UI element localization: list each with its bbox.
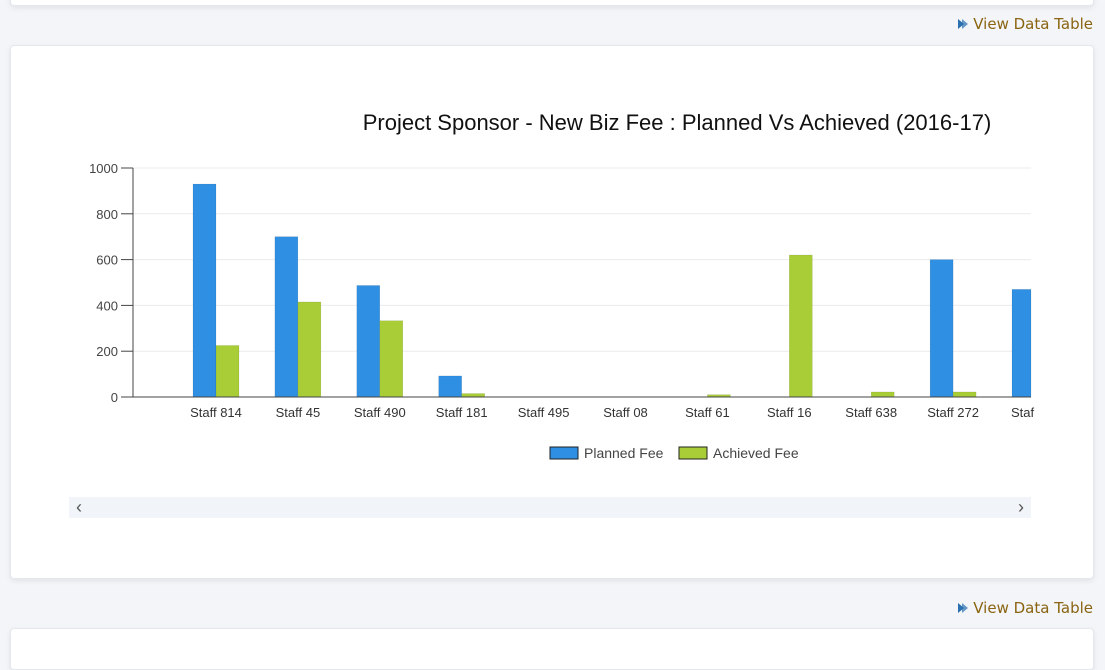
bar-planned[interactable] bbox=[438, 375, 462, 398]
y-axis: 0 200 400 600 800 1000 bbox=[89, 161, 134, 405]
y-tick-label: 200 bbox=[96, 344, 118, 359]
x-tick-label: Staff 490 bbox=[354, 405, 406, 420]
bar-achieved[interactable] bbox=[297, 301, 322, 398]
x-tick-label: Staff 181 bbox=[436, 405, 488, 420]
chevron-left-icon[interactable]: ‹ bbox=[76, 497, 82, 517]
next-card bbox=[10, 628, 1094, 670]
bar-planned[interactable] bbox=[1011, 289, 1032, 398]
play-arrow-icon bbox=[958, 603, 969, 613]
y-tick-label: 800 bbox=[96, 207, 118, 222]
x-tick-label: Staf bbox=[1011, 405, 1035, 420]
grid-lines bbox=[133, 167, 1031, 352]
x-tick-label: Staff 16 bbox=[767, 405, 812, 420]
view-data-table-link[interactable]: View Data Table bbox=[957, 14, 1093, 34]
chart-card bbox=[10, 45, 1094, 579]
bar-achieved[interactable] bbox=[789, 254, 813, 398]
view-data-table-label: View Data Table bbox=[973, 15, 1093, 33]
bar-planned[interactable] bbox=[356, 285, 381, 398]
legend-item[interactable]: Planned Fee bbox=[549, 445, 664, 461]
bar-planned[interactable] bbox=[192, 183, 217, 398]
chart-scrollbar[interactable]: ‹ › bbox=[69, 497, 1031, 518]
legend-swatch bbox=[549, 446, 579, 460]
x-tick-label: Staff 272 bbox=[927, 405, 979, 420]
chevron-right-icon[interactable]: › bbox=[1018, 497, 1024, 517]
x-tick-label: Staff 08 bbox=[603, 405, 648, 420]
x-tick-label: Staff 495 bbox=[518, 405, 570, 420]
bar-planned[interactable] bbox=[274, 236, 299, 398]
view-data-table-label: View Data Table bbox=[973, 599, 1093, 617]
y-tick-label: 600 bbox=[96, 253, 118, 268]
legend: Planned Fee Achieved Fee bbox=[549, 445, 799, 461]
bar-planned[interactable] bbox=[929, 259, 954, 398]
y-tick-label: 400 bbox=[96, 298, 118, 313]
x-tick-label: Staff 814 bbox=[190, 405, 242, 420]
bar-achieved[interactable] bbox=[461, 393, 485, 398]
legend-swatch bbox=[678, 446, 708, 460]
y-tick-label: 1000 bbox=[89, 161, 118, 176]
chart-title: Project Sponsor - New Biz Fee : Planned … bbox=[363, 110, 992, 135]
x-tick-label: Staff 638 bbox=[845, 405, 897, 420]
legend-label: Planned Fee bbox=[584, 445, 664, 461]
x-tick-label: Staff 61 bbox=[685, 405, 730, 420]
play-arrow-icon bbox=[958, 19, 969, 29]
bar-achieved[interactable] bbox=[952, 391, 977, 398]
x-axis: Staff 814 Staff 45 Staff 490 Staff 181 Staff… bbox=[133, 396, 1035, 420]
view-data-table-link-2[interactable]: View Data Table bbox=[957, 598, 1093, 618]
bar-achieved[interactable] bbox=[870, 391, 895, 398]
bar-achieved[interactable] bbox=[379, 320, 404, 398]
previous-card bbox=[10, 0, 1094, 6]
y-tick-label: 0 bbox=[111, 390, 118, 405]
bars bbox=[192, 183, 1032, 398]
legend-item[interactable]: Achieved Fee bbox=[678, 445, 799, 461]
bar-achieved[interactable] bbox=[215, 345, 240, 398]
legend-label: Achieved Fee bbox=[713, 445, 799, 461]
x-tick-label: Staff 45 bbox=[276, 405, 321, 420]
